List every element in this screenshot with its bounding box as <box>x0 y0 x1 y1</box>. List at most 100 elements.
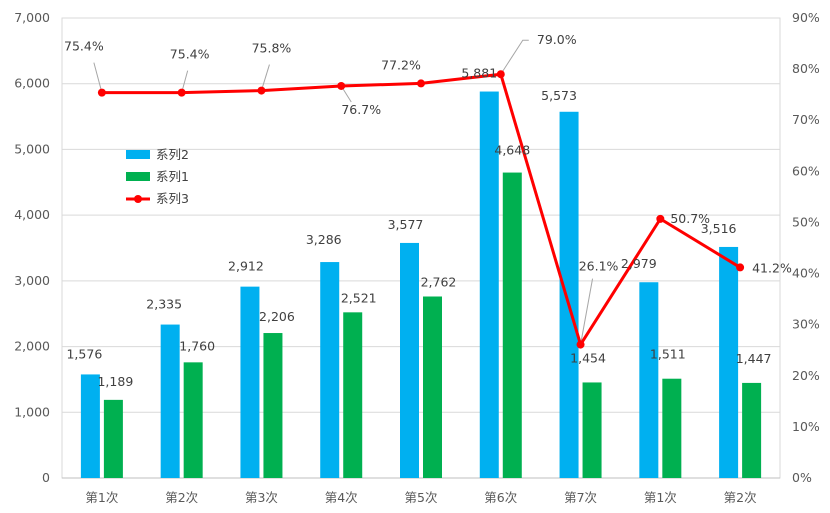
bar-data-label: 2,979 <box>621 256 657 271</box>
bar-data-label: 1,447 <box>736 351 772 366</box>
right-axis-tick-label: 10% <box>792 419 820 434</box>
category-label: 第2次 <box>724 490 757 505</box>
line-data-label: 26.1% <box>579 259 619 274</box>
bar-data-label: 2,912 <box>228 259 264 274</box>
right-axis-ticks: 0% 10% 20% 30% 40% 50% 60% 70% 80% 90% <box>792 10 820 485</box>
bar-data-label: 5,573 <box>541 88 577 103</box>
bar-data-label: 3,286 <box>306 232 342 247</box>
line-marker <box>417 79 425 88</box>
category-label: 第3次 <box>245 490 278 505</box>
left-axis-tick-label: 6,000 <box>14 76 50 91</box>
bar-系列1 <box>263 333 283 478</box>
bar-系列1 <box>582 382 602 478</box>
bar-data-label: 2,762 <box>421 274 457 289</box>
line-data-label: 75.4% <box>64 39 104 54</box>
label-leader-line <box>93 62 103 93</box>
bar-系列2 <box>639 282 659 478</box>
right-axis-tick-label: 40% <box>792 266 820 281</box>
bar-data-label: 2,335 <box>146 297 182 312</box>
line-data-label: 75.8% <box>252 41 292 56</box>
right-axis-tick-label: 30% <box>792 317 820 332</box>
label-leader-lines <box>93 39 594 345</box>
left-axis-tick-label: 5,000 <box>14 141 50 156</box>
label-leader-line <box>260 64 270 91</box>
category-label: 第6次 <box>484 490 517 505</box>
right-axis-tick-label: 0% <box>792 470 812 485</box>
bar-data-label: 1,454 <box>570 350 606 365</box>
left-axis-ticks: 0 1,000 2,000 3,000 4,000 5,000 6,000 7,000 <box>14 10 50 485</box>
line-data-label: 77.2% <box>381 57 421 72</box>
bar-series <box>80 91 762 478</box>
line-data-label: 75.4% <box>170 47 210 62</box>
line-marker <box>97 88 106 97</box>
legend-swatch <box>126 150 150 159</box>
bar-系列2 <box>400 242 419 478</box>
bar-系列1 <box>103 399 123 478</box>
bar-系列2 <box>160 324 180 478</box>
legend-marker <box>134 195 142 203</box>
bar-data-label: 1,576 <box>66 346 102 361</box>
bar-系列1 <box>662 378 682 478</box>
legend-label: 系列2 <box>156 147 189 162</box>
line-marker <box>576 340 585 349</box>
category-label: 第4次 <box>325 490 358 505</box>
category-label: 第1次 <box>644 490 677 505</box>
line-marker <box>257 86 266 95</box>
category-label: 第1次 <box>85 490 118 505</box>
bar-系列1 <box>742 382 762 478</box>
bar-data-label: 1,511 <box>650 347 686 362</box>
label-leader-line <box>580 278 594 345</box>
left-axis-tick-label: 3,000 <box>14 273 50 288</box>
bar-data-label: 5,881 <box>461 66 497 81</box>
left-axis-tick-label: 4,000 <box>14 207 50 222</box>
bar-系列2 <box>479 91 499 478</box>
legend: 系列2 系列1 系列3 <box>126 147 189 206</box>
bar-data-label: 4,648 <box>494 143 530 158</box>
category-axis-labels: 第1次 第2次 第3次 第4次 第5次 第6次 第7次 第1次 第2次 <box>85 490 756 505</box>
category-label: 第5次 <box>405 490 438 505</box>
bar-系列2 <box>80 374 100 478</box>
line-marker <box>177 88 186 97</box>
left-axis-tick-label: 2,000 <box>14 339 50 354</box>
bar-系列1 <box>502 172 522 478</box>
line-data-label: 50.7% <box>670 211 710 226</box>
left-axis-tick-label: 0 <box>42 470 50 485</box>
line-marker <box>736 263 745 272</box>
right-axis-tick-label: 20% <box>792 368 820 383</box>
left-axis-tick-label: 7,000 <box>14 10 50 25</box>
category-label: 第2次 <box>165 490 198 505</box>
bar-data-label: 1,189 <box>97 374 133 389</box>
line-data-label: 79.0% <box>537 32 577 47</box>
bar-系列2 <box>320 262 340 478</box>
legend-swatch <box>126 172 150 181</box>
line-marker <box>496 70 505 79</box>
bar-data-label: 3,577 <box>388 217 424 232</box>
label-leader-line <box>500 39 529 75</box>
bar-data-label: 1,760 <box>179 338 215 353</box>
data-labels: 1,576 2,335 2,912 3,286 3,577 5,881 5,573 2,979… <box>64 32 792 389</box>
line-marker <box>656 214 665 223</box>
bar-data-label: 3,516 <box>701 221 737 236</box>
left-axis-tick-label: 1,000 <box>14 404 50 419</box>
legend-label: 系列3 <box>156 191 189 206</box>
line-data-label: 76.7% <box>341 102 381 117</box>
bar-系列1 <box>343 312 363 478</box>
line-data-label: 41.2% <box>752 260 792 275</box>
right-axis-tick-label: 50% <box>792 214 820 229</box>
line-marker <box>337 81 346 90</box>
bar-系列1 <box>423 296 442 478</box>
line-series <box>97 70 745 349</box>
bar-系列2 <box>559 111 579 478</box>
legend-label: 系列1 <box>156 169 189 184</box>
bar-data-label: 2,521 <box>341 290 377 305</box>
bar-系列2 <box>719 246 739 478</box>
bar-系列1 <box>183 362 203 478</box>
right-axis-tick-label: 90% <box>792 10 820 25</box>
right-axis-tick-label: 60% <box>792 163 820 178</box>
category-label: 第7次 <box>564 490 597 505</box>
right-axis-tick-label: 70% <box>792 112 820 127</box>
right-axis-tick-label: 80% <box>792 61 820 76</box>
bar-系列2 <box>240 286 260 478</box>
bar-data-label: 2,206 <box>259 309 295 324</box>
